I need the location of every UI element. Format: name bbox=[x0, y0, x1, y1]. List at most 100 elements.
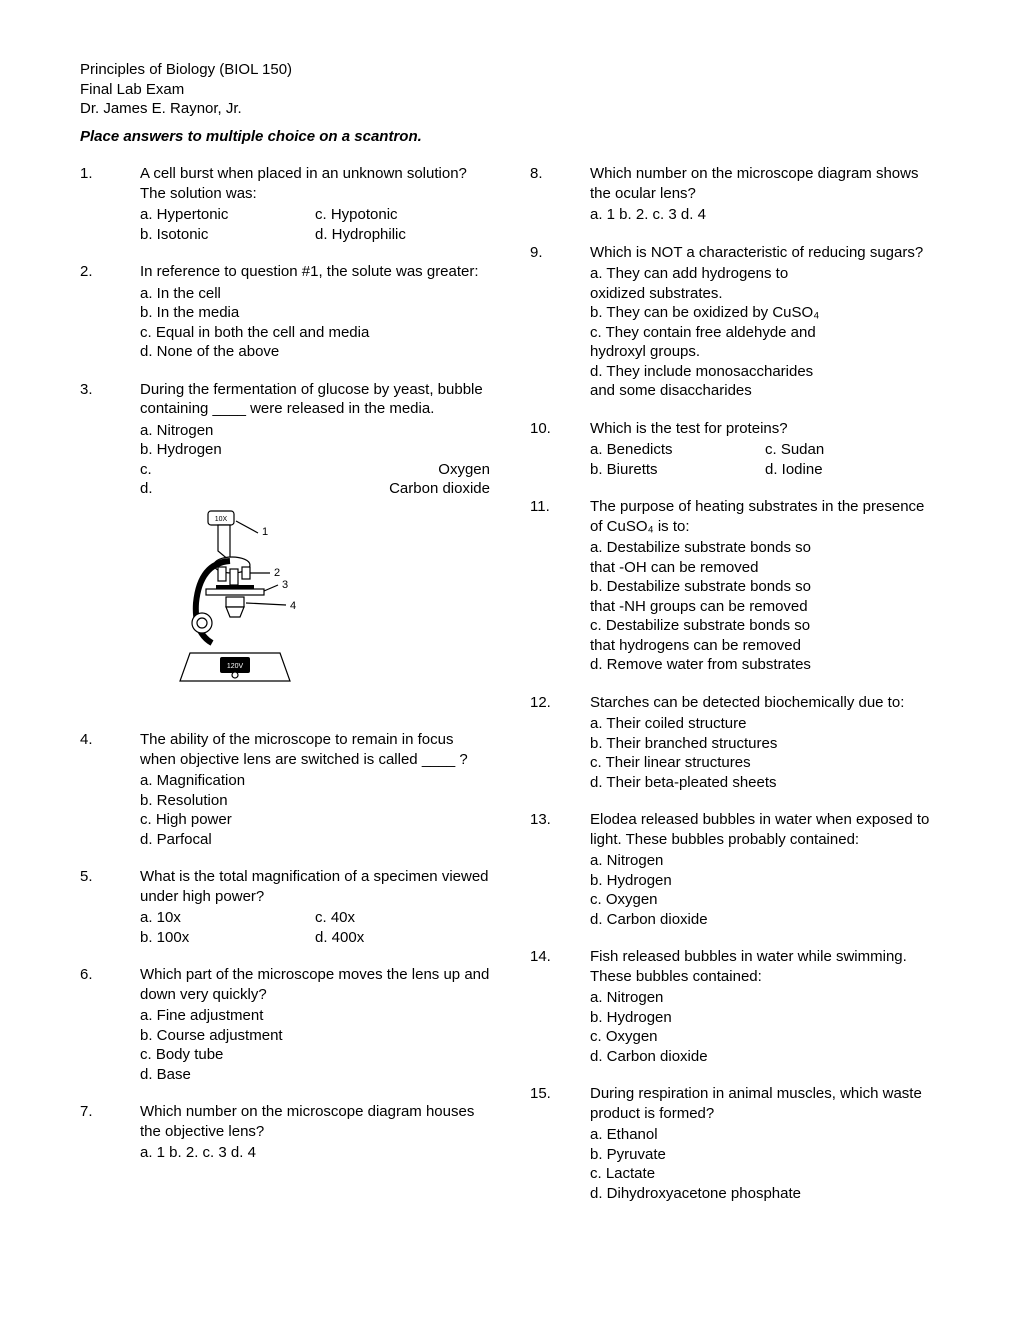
content-columns: 1. A cell burst when placed in an unknow… bbox=[80, 164, 940, 1221]
option-line: b. Destabilize substrate bonds so bbox=[590, 577, 940, 597]
option-line: a. Their coiled structure bbox=[590, 714, 940, 734]
microscope-diagram-wrap: 10X 120V bbox=[160, 503, 490, 709]
option-line: a. They can add hydrogens to bbox=[590, 264, 940, 284]
option-line: b. Hydrogen bbox=[590, 1008, 940, 1028]
question-number: 14. bbox=[530, 947, 590, 1066]
option-line: b. Their branched structures bbox=[590, 734, 940, 754]
question-text: Which number on the microscope diagram s… bbox=[590, 164, 940, 203]
question: 15. During respiration in animal muscles… bbox=[530, 1084, 940, 1203]
svg-text:10X: 10X bbox=[215, 516, 228, 523]
question: 10. Which is the test for proteins? a. B… bbox=[530, 419, 940, 480]
option-cell: c. 40x bbox=[315, 908, 490, 928]
question: 13. Elodea released bubbles in water whe… bbox=[530, 810, 940, 929]
option-row: a. Benedictsc. Sudan bbox=[590, 440, 940, 460]
option-row: a. Hypertonicc. Hypotonic bbox=[140, 205, 490, 225]
question-text: During respiration in animal muscles, wh… bbox=[590, 1084, 940, 1123]
question-number: 12. bbox=[530, 693, 590, 793]
option-line: d. Dihydroxyacetone phosphate bbox=[590, 1184, 940, 1204]
question-body: Which number on the microscope diagram h… bbox=[140, 1102, 490, 1163]
question-body: Which number on the microscope diagram s… bbox=[590, 164, 940, 225]
question-body: Which part of the microscope moves the l… bbox=[140, 965, 490, 1084]
question-number: 10. bbox=[530, 419, 590, 480]
question-body: During the fermentation of glucose by ye… bbox=[140, 380, 490, 713]
svg-text:120V: 120V bbox=[227, 663, 244, 670]
question-text: A cell burst when placed in an unknown s… bbox=[140, 164, 490, 203]
question-body: The purpose of heating substrates in the… bbox=[590, 497, 940, 675]
question: 14. Fish released bubbles in water while… bbox=[530, 947, 940, 1066]
question-body: Which is NOT a characteristic of reducin… bbox=[590, 243, 940, 401]
question-number: 11. bbox=[530, 497, 590, 675]
question-body: The ability of the microscope to remain … bbox=[140, 730, 490, 849]
question-number: 4. bbox=[80, 730, 140, 849]
option-line: that hydrogens can be removed bbox=[590, 636, 940, 656]
question-text: Which number on the microscope diagram h… bbox=[140, 1102, 490, 1141]
question-text: Which is NOT a characteristic of reducin… bbox=[590, 243, 940, 263]
option-line: c. Oxygen bbox=[590, 1027, 940, 1047]
option-line: b. Hydrogen bbox=[140, 440, 490, 460]
question-body: Elodea released bubbles in water when ex… bbox=[590, 810, 940, 929]
option-line: and some disaccharides bbox=[590, 381, 940, 401]
right-column: 8. Which number on the microscope diagra… bbox=[530, 164, 940, 1221]
question-text: What is the total magnification of a spe… bbox=[140, 867, 490, 906]
header-exam: Final Lab Exam bbox=[80, 80, 940, 100]
option-cell: c. Hypotonic bbox=[315, 205, 490, 225]
question: 12. Starches can be detected biochemical… bbox=[530, 693, 940, 793]
option-line: a. Fine adjustment bbox=[140, 1006, 490, 1026]
option-line: d. They include monosaccharides bbox=[590, 362, 940, 382]
question: 4. The ability of the microscope to rema… bbox=[80, 730, 490, 849]
option-cell: b. Isotonic bbox=[140, 225, 315, 245]
option-line: c. Body tube bbox=[140, 1045, 490, 1065]
option-line: d. Parfocal bbox=[140, 830, 490, 850]
option-line: d. Their beta-pleated sheets bbox=[590, 773, 940, 793]
option-cell: a. 10x bbox=[140, 908, 315, 928]
question: 7. Which number on the microscope diagra… bbox=[80, 1102, 490, 1163]
document-header: Principles of Biology (BIOL 150) Final L… bbox=[80, 60, 940, 119]
option-cell: b. Biuretts bbox=[590, 460, 765, 480]
header-author: Dr. James E. Raynor, Jr. bbox=[80, 99, 940, 119]
option-line: c. Oxygen bbox=[590, 890, 940, 910]
question: 5. What is the total magnification of a … bbox=[80, 867, 490, 947]
question: 6. Which part of the microscope moves th… bbox=[80, 965, 490, 1084]
option-line: b. Pyruvate bbox=[590, 1145, 940, 1165]
question-number: 9. bbox=[530, 243, 590, 401]
question-text: Elodea released bubbles in water when ex… bbox=[590, 810, 940, 849]
option-line: that -OH can be removed bbox=[590, 558, 940, 578]
option-line: a. Ethanol bbox=[590, 1125, 940, 1145]
option-line: a. 1 b. 2. c. 3 d. 4 bbox=[590, 205, 940, 225]
question: 2. In reference to question #1, the solu… bbox=[80, 262, 490, 362]
option-line: a. In the cell bbox=[140, 284, 490, 304]
question-text: Fish released bubbles in water while swi… bbox=[590, 947, 940, 986]
option-line: a. Nitrogen bbox=[590, 988, 940, 1008]
option-line: b. Hydrogen bbox=[590, 871, 940, 891]
option-line: a. Nitrogen bbox=[590, 851, 940, 871]
option-line: c. High power bbox=[140, 810, 490, 830]
option-cell: d. 400x bbox=[315, 928, 490, 948]
option-cell: d. Iodine bbox=[765, 460, 940, 480]
question-body: During respiration in animal muscles, wh… bbox=[590, 1084, 940, 1203]
question: 8. Which number on the microscope diagra… bbox=[530, 164, 940, 225]
question: 9. Which is NOT a characteristic of redu… bbox=[530, 243, 940, 401]
option-cell: b. 100x bbox=[140, 928, 315, 948]
option-line: b. Resolution bbox=[140, 791, 490, 811]
option-line: c. Lactate bbox=[590, 1164, 940, 1184]
question-body: In reference to question #1, the solute … bbox=[140, 262, 490, 362]
option-label: c. bbox=[140, 460, 162, 480]
instructions: Place answers to multiple choice on a sc… bbox=[80, 127, 940, 147]
question-text: Which is the test for proteins? bbox=[590, 419, 940, 439]
option-line: a. 1 b. 2. c. 3 d. 4 bbox=[140, 1143, 490, 1163]
question-number: 8. bbox=[530, 164, 590, 225]
option-line: that -NH groups can be removed bbox=[590, 597, 940, 617]
option-line: d. Carbon dioxide bbox=[590, 1047, 940, 1067]
question-text: The ability of the microscope to remain … bbox=[140, 730, 490, 769]
question-number: 7. bbox=[80, 1102, 140, 1163]
option-line: c. Their linear structures bbox=[590, 753, 940, 773]
question-body: Which is the test for proteins? a. Bened… bbox=[590, 419, 940, 480]
option-line: d. Remove water from substrates bbox=[590, 655, 940, 675]
question-number: 6. bbox=[80, 965, 140, 1084]
option-cell: a. Hypertonic bbox=[140, 205, 315, 225]
question-body: A cell burst when placed in an unknown s… bbox=[140, 164, 490, 244]
option-line: b. In the media bbox=[140, 303, 490, 323]
question-text: In reference to question #1, the solute … bbox=[140, 262, 490, 282]
question-body: Starches can be detected biochemically d… bbox=[590, 693, 940, 793]
option-line: d. None of the above bbox=[140, 342, 490, 362]
